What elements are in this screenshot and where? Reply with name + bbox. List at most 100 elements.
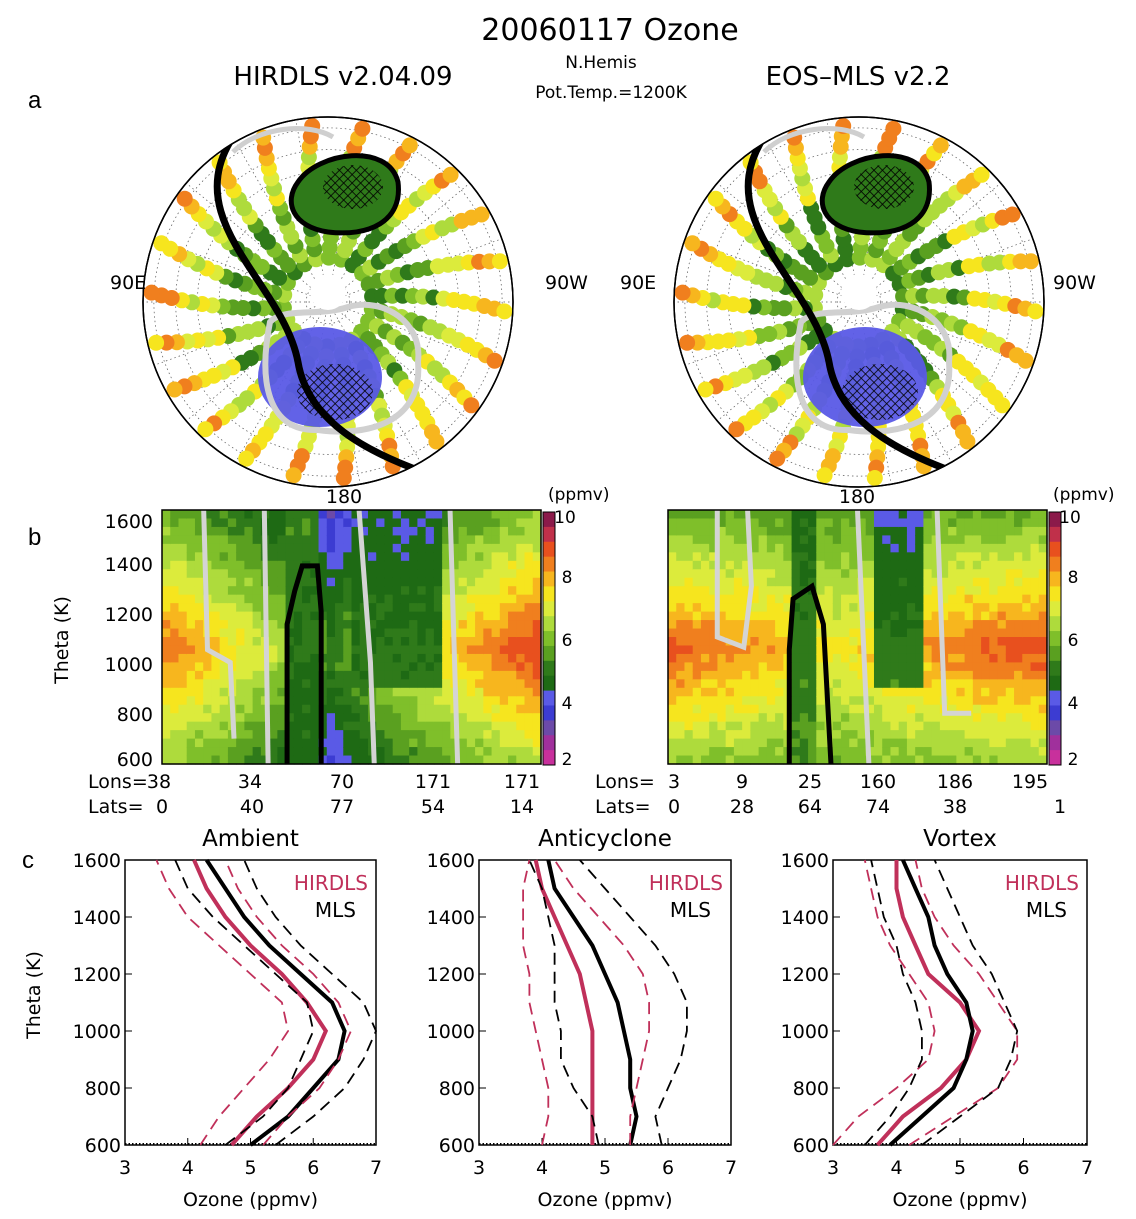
ozone-cell bbox=[400, 704, 410, 714]
ozone-cell bbox=[1022, 552, 1032, 562]
ozone-cell bbox=[409, 586, 419, 596]
ozone-cell bbox=[351, 747, 361, 757]
ozone-cell bbox=[989, 510, 999, 520]
ozone-cell bbox=[931, 738, 941, 748]
right-lon-3: 160 bbox=[860, 771, 896, 793]
ozone-cell bbox=[351, 662, 361, 672]
ozone-cell bbox=[1030, 721, 1040, 731]
ozone-cell bbox=[219, 637, 229, 647]
ozone-cell bbox=[194, 560, 204, 570]
ozone-cell bbox=[227, 577, 237, 587]
ozone-cell bbox=[293, 645, 303, 655]
ozone-cell bbox=[186, 611, 196, 621]
ozone-cell bbox=[293, 628, 303, 638]
ozone-cell bbox=[458, 586, 468, 596]
ozone-cell bbox=[865, 611, 875, 621]
ozone-cell bbox=[310, 645, 320, 655]
ozone-cell bbox=[343, 586, 353, 596]
series-line bbox=[908, 859, 1019, 1146]
ozone-cell bbox=[857, 670, 867, 680]
colorbar-swatch bbox=[543, 512, 555, 528]
ozone-cell bbox=[1014, 518, 1023, 528]
ozone-cell bbox=[997, 526, 1007, 536]
ozone-cell bbox=[376, 628, 386, 638]
ozone-cell bbox=[1030, 670, 1040, 680]
ozone-cell bbox=[466, 620, 476, 630]
ozone-cell bbox=[857, 730, 867, 740]
ozone-sample-dot bbox=[674, 284, 691, 301]
ozone-cell bbox=[508, 662, 517, 672]
ozone-cell bbox=[417, 577, 427, 587]
ozone-cell bbox=[997, 747, 1007, 757]
ozone-cell bbox=[915, 755, 925, 765]
ozone-cell bbox=[1030, 611, 1040, 621]
ozone-cell bbox=[499, 526, 509, 536]
ozone-cell bbox=[508, 704, 517, 714]
ozone-cell bbox=[532, 738, 542, 748]
ozone-cell bbox=[244, 594, 254, 604]
ozone-cell bbox=[466, 594, 476, 604]
ozone-cell bbox=[491, 645, 501, 655]
ozone-cell bbox=[392, 721, 402, 731]
ozone-cell bbox=[392, 552, 402, 562]
ozone-cell bbox=[931, 755, 941, 765]
ozone-cell bbox=[898, 679, 908, 689]
ozone-cell bbox=[1005, 738, 1015, 748]
ozone-cell bbox=[252, 645, 262, 655]
ozone-cell bbox=[186, 687, 196, 697]
ozone-cell bbox=[227, 586, 237, 596]
ozone-cell bbox=[1022, 577, 1032, 587]
ozone-cell bbox=[882, 510, 892, 520]
ozone-cell bbox=[972, 594, 982, 604]
ozone-cell bbox=[1005, 747, 1015, 757]
ozone-cell bbox=[865, 687, 875, 697]
ozone-cell bbox=[475, 730, 484, 740]
ozone-cell bbox=[186, 577, 196, 587]
ozone-cell bbox=[1005, 628, 1015, 638]
ozone-cell bbox=[906, 670, 916, 680]
ozone-cell bbox=[524, 603, 534, 613]
ozone-cell bbox=[293, 611, 303, 621]
ozone-cell bbox=[832, 569, 842, 579]
ozone-cell bbox=[417, 586, 427, 596]
ozone-cell bbox=[302, 679, 311, 689]
ozone-cell bbox=[816, 526, 826, 536]
ozone-cell bbox=[236, 518, 245, 528]
profile-title: Vortex bbox=[923, 826, 997, 852]
ozone-cell bbox=[359, 713, 369, 723]
ozone-cell bbox=[816, 653, 826, 663]
ozone-cell bbox=[1038, 543, 1048, 553]
ozone-cell bbox=[442, 662, 451, 672]
ozone-cell bbox=[162, 569, 171, 579]
ozone-cell bbox=[692, 662, 702, 672]
ozone-cell bbox=[335, 747, 344, 757]
ozone-cell bbox=[709, 704, 719, 714]
ozone-cell bbox=[915, 696, 925, 706]
ozone-cell bbox=[882, 594, 892, 604]
ozone-cell bbox=[775, 594, 784, 604]
ozone-cell bbox=[409, 721, 419, 731]
ozone-cell bbox=[931, 603, 941, 613]
ozone-cell bbox=[989, 603, 999, 613]
ozone-cell bbox=[972, 552, 982, 562]
ozone-cell bbox=[409, 560, 419, 570]
ozone-cell bbox=[849, 560, 859, 570]
ozone-cell bbox=[252, 603, 262, 613]
ozone-cell bbox=[285, 696, 295, 706]
ozone-cell bbox=[269, 560, 278, 570]
ozone-cell bbox=[211, 577, 221, 587]
ozone-cell bbox=[302, 594, 311, 604]
ozone-cell bbox=[425, 738, 435, 748]
ozone-cell bbox=[725, 543, 735, 553]
ozone-cell bbox=[709, 721, 719, 731]
ozone-cell bbox=[1038, 510, 1048, 520]
ozone-cell bbox=[516, 738, 526, 748]
ozone-cell bbox=[964, 755, 974, 765]
ozone-cell bbox=[791, 721, 801, 731]
ozone-cell bbox=[948, 620, 957, 630]
ozone-cell bbox=[499, 620, 509, 630]
legend-mls: MLS bbox=[315, 898, 356, 922]
ozone-cell bbox=[775, 704, 784, 714]
ozone-cell bbox=[832, 586, 842, 596]
ozone-cell bbox=[709, 552, 719, 562]
